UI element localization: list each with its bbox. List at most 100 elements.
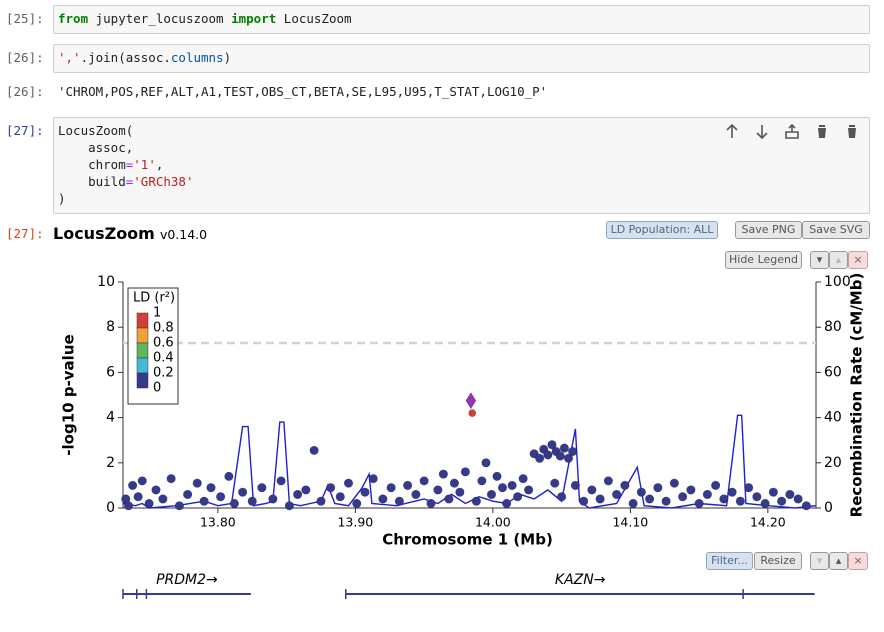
legend-title: LD (r²) bbox=[133, 291, 175, 306]
variant-point bbox=[595, 494, 605, 504]
variant-point bbox=[335, 492, 345, 502]
variant-point bbox=[603, 476, 613, 486]
legend-swatch bbox=[136, 327, 149, 344]
code-block: LocusZoom( assoc, chrom='1', build='GRCh… bbox=[58, 122, 193, 207]
delete-icon[interactable] bbox=[847, 125, 857, 138]
variant-point bbox=[735, 496, 745, 506]
variant-point bbox=[183, 489, 193, 500]
token: '1' bbox=[133, 157, 156, 172]
save-svg-button[interactable]: Save SVG bbox=[802, 221, 870, 239]
variant-point bbox=[471, 496, 481, 506]
hide-legend-button[interactable]: Hide Legend bbox=[725, 251, 802, 269]
variant-point bbox=[309, 445, 319, 455]
panel-up-button[interactable]: ▴ bbox=[829, 552, 848, 570]
variant-point bbox=[620, 480, 630, 491]
variant-point bbox=[419, 476, 429, 486]
variant-point bbox=[199, 496, 209, 506]
panel-down-button[interactable]: ▾ bbox=[810, 552, 829, 570]
variant-point bbox=[768, 487, 778, 497]
variant-point bbox=[411, 489, 421, 500]
variant-point bbox=[216, 492, 226, 502]
token: 'GRCh38' bbox=[133, 174, 194, 189]
variant-point bbox=[524, 485, 534, 495]
variant-point bbox=[513, 492, 523, 502]
variant-point bbox=[481, 458, 491, 468]
move-down-icon[interactable] bbox=[756, 125, 768, 140]
legend-label: 1 bbox=[153, 306, 161, 321]
x-tick-label: 14.20 bbox=[750, 515, 786, 530]
y-tick-label: 8 bbox=[106, 319, 115, 335]
variant-point bbox=[137, 476, 147, 486]
variant-point bbox=[394, 496, 404, 506]
variant-point bbox=[301, 485, 311, 495]
variant-point bbox=[645, 494, 655, 504]
variant-point bbox=[238, 487, 248, 497]
variant-point bbox=[744, 483, 754, 493]
panel-close-button[interactable]: × bbox=[848, 552, 868, 570]
variant-point bbox=[326, 483, 336, 493]
ld-population-button[interactable]: LD Population: ALL bbox=[606, 221, 718, 239]
variant-point bbox=[352, 498, 362, 509]
variant-point bbox=[158, 494, 168, 504]
input-cell[interactable] bbox=[53, 117, 870, 214]
legend-swatch bbox=[136, 342, 149, 359]
filter-button[interactable]: Filter... bbox=[706, 552, 753, 570]
widget-header: LocusZoom v0.14.0 bbox=[53, 224, 207, 243]
input-cell[interactable] bbox=[53, 44, 870, 73]
variant-point bbox=[368, 474, 378, 484]
token: import bbox=[231, 11, 277, 26]
y-tick-label: 6 bbox=[106, 364, 115, 380]
cell-toolbar bbox=[726, 123, 857, 140]
token: ) bbox=[58, 191, 66, 206]
resize-button[interactable]: Resize bbox=[754, 552, 802, 570]
variant-point bbox=[166, 474, 176, 484]
y-tick-label: 0 bbox=[106, 500, 115, 516]
prompt: [26]: bbox=[6, 50, 44, 65]
lead-variant bbox=[465, 392, 477, 410]
save-png-button[interactable]: Save PNG bbox=[735, 221, 802, 239]
variant-point bbox=[497, 483, 508, 493]
variant-point bbox=[760, 498, 770, 509]
variant-point bbox=[174, 501, 184, 511]
x-tick-label: 14.10 bbox=[612, 515, 648, 530]
x-axis-title: Chromosome 1 (Mb) bbox=[382, 531, 553, 549]
variant-point bbox=[555, 451, 565, 461]
variant-point bbox=[727, 487, 737, 497]
variant-point bbox=[460, 467, 470, 477]
variant-point bbox=[777, 496, 787, 506]
panel-down-button[interactable]: ▾ bbox=[810, 251, 829, 269]
delete-icon[interactable] bbox=[817, 125, 827, 138]
insert-icon[interactable] bbox=[785, 123, 799, 139]
output-text: 'CHROM,POS,REF,ALT,A1,TEST,OBS_CT,BETA,S… bbox=[58, 84, 548, 99]
code-line: ','.join(assoc.columns) bbox=[58, 49, 231, 66]
move-up-icon[interactable] bbox=[726, 123, 738, 138]
y-tick-label: 2 bbox=[106, 455, 115, 471]
gene-label: PRDM2→ bbox=[156, 572, 218, 588]
code-line: assoc, bbox=[58, 139, 193, 156]
variant-point bbox=[151, 485, 161, 495]
variant-point bbox=[669, 478, 679, 488]
variant-point bbox=[492, 471, 502, 481]
variant-point bbox=[293, 489, 303, 500]
token: , bbox=[155, 157, 164, 172]
variant-point bbox=[360, 487, 370, 497]
token: LocusZoom( bbox=[58, 123, 134, 138]
variant-point bbox=[711, 480, 721, 491]
y2-tick-label: 60 bbox=[824, 364, 842, 380]
x-tick-label: 13.80 bbox=[200, 515, 236, 530]
x-tick-label: 14.00 bbox=[475, 515, 511, 530]
panel-up-button[interactable]: ▴ bbox=[829, 251, 848, 269]
variant-point bbox=[224, 471, 234, 481]
panel-close-button[interactable]: × bbox=[848, 251, 868, 269]
code-line: ) bbox=[58, 190, 193, 207]
token: ',' bbox=[58, 50, 81, 65]
legend-label: 0.2 bbox=[153, 366, 174, 381]
variant-point bbox=[192, 478, 202, 488]
legend-box bbox=[127, 287, 179, 405]
widget-version: v0.14.0 bbox=[159, 227, 208, 242]
variant-point bbox=[276, 476, 286, 486]
variant-point bbox=[438, 469, 448, 479]
variant-point bbox=[316, 496, 326, 506]
input-cell[interactable] bbox=[53, 5, 870, 34]
